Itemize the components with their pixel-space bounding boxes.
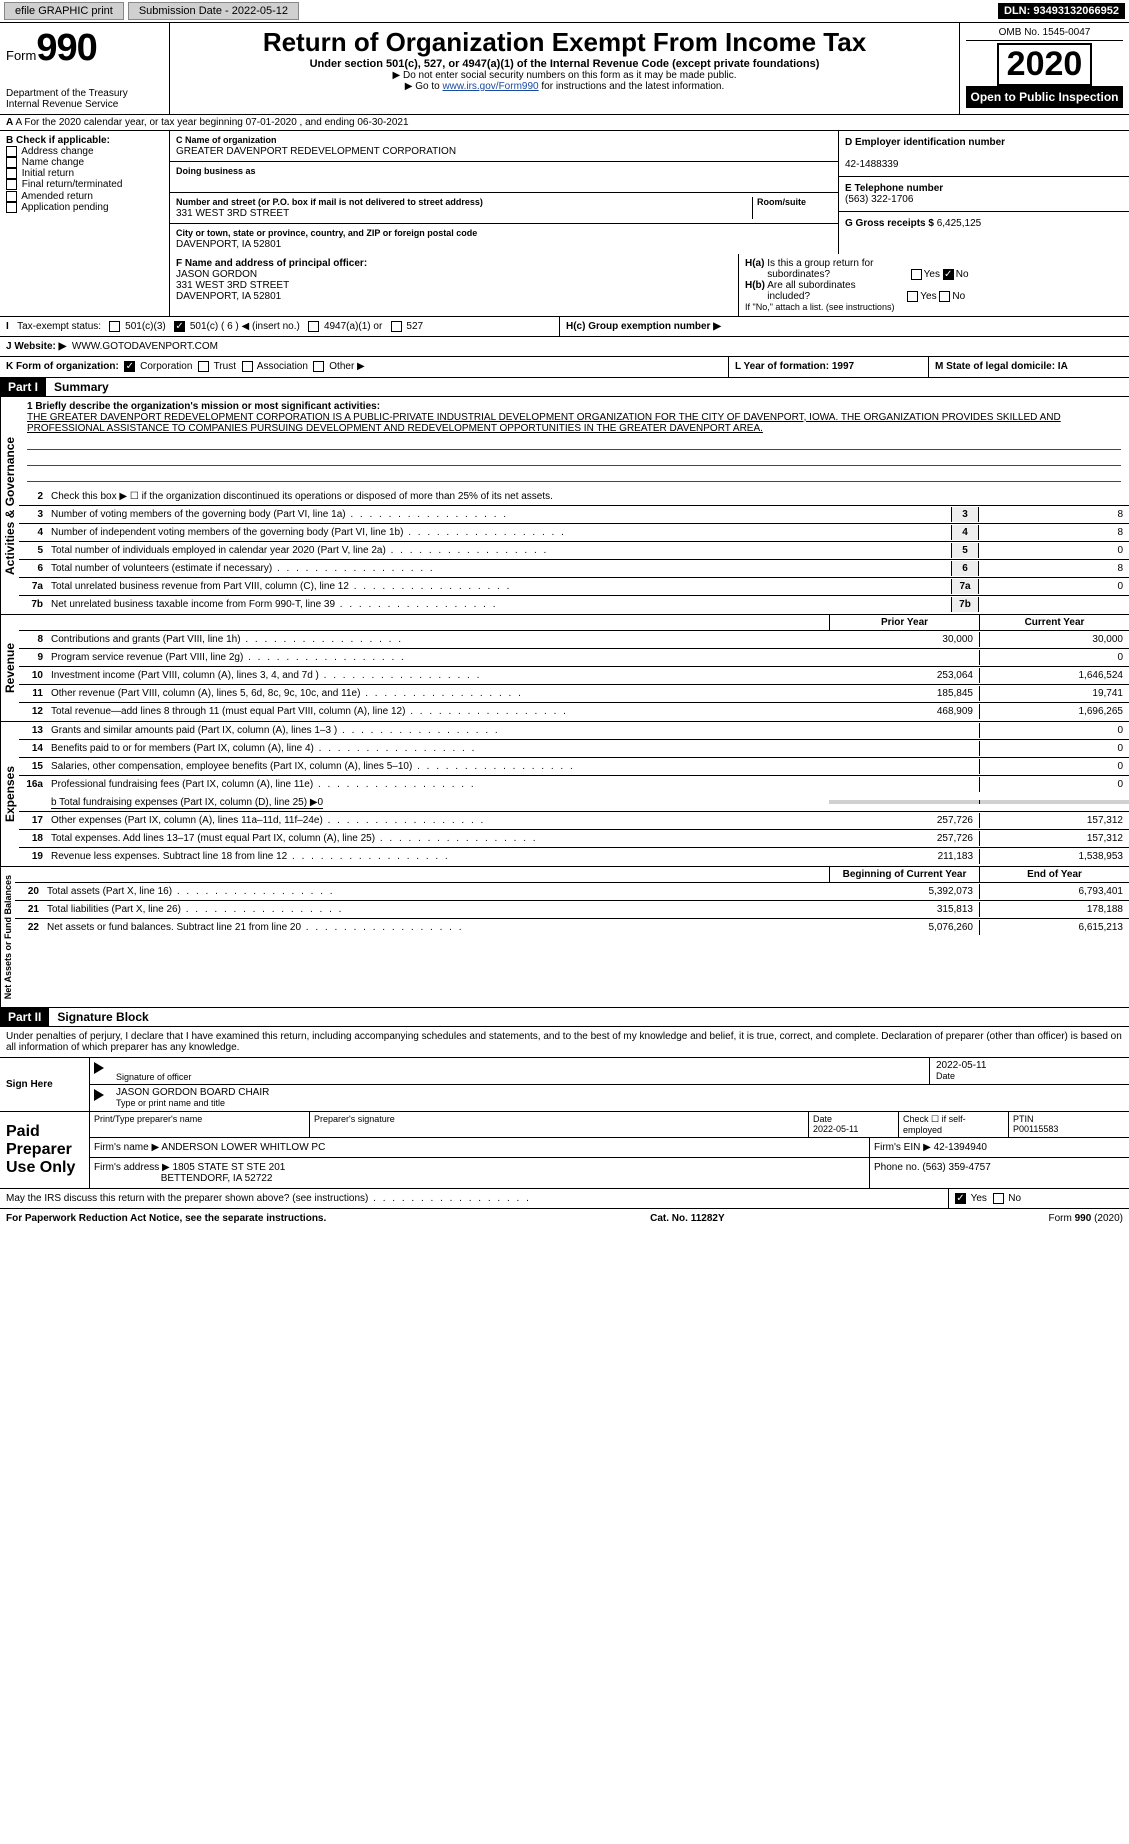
goto-link-line: ▶ Go to www.irs.gov/Form990 for instruct… [176, 81, 953, 92]
dept-label: Department of the Treasury [6, 88, 163, 99]
open-to-public: Open to Public Inspection [966, 86, 1123, 108]
top-toolbar: efile GRAPHIC print Submission Date - 20… [0, 0, 1129, 23]
arrow-icon [94, 1062, 104, 1074]
penalty-statement: Under penalties of perjury, I declare th… [0, 1027, 1129, 1058]
efile-button[interactable]: efile GRAPHIC print [4, 2, 124, 20]
box-c: C Name of organizationGREATER DAVENPORT … [170, 131, 839, 254]
revenue-tab: Revenue [0, 615, 19, 721]
row-i-j: I Tax-exempt status: 501(c)(3) 501(c) ( … [0, 317, 1129, 337]
expenses-section: Expenses 13Grants and similar amounts pa… [0, 722, 1129, 867]
form-header: Form990 Department of the Treasury Inter… [0, 23, 1129, 115]
sign-here-block: Sign Here Signature of officer 2022-05-1… [0, 1058, 1129, 1112]
mission-block: 1 Briefly describe the organization's mi… [19, 397, 1129, 488]
governance-tab: Activities & Governance [0, 397, 19, 614]
dln-label: DLN: 93493132066952 [998, 3, 1125, 19]
paid-preparer-block: Paid Preparer Use Only Print/Type prepar… [0, 1112, 1129, 1189]
net-assets-section: Net Assets or Fund Balances Beginning of… [0, 867, 1129, 1008]
net-assets-tab: Net Assets or Fund Balances [0, 867, 15, 1007]
row-j-website: J Website: ▶ WWW.GOTODAVENPORT.COM [0, 337, 1129, 357]
form-number: Form990 [6, 27, 163, 70]
page-footer: For Paperwork Reduction Act Notice, see … [0, 1209, 1129, 1228]
row-a-tax-year: A A For the 2020 calendar year, or tax y… [0, 115, 1129, 131]
box-b: B Check if applicable: Address change Na… [0, 131, 170, 254]
submission-date-button[interactable]: Submission Date - 2022-05-12 [128, 2, 299, 20]
row-k-l-m: K Form of organization: Corporation Trus… [0, 357, 1129, 377]
omb-number: OMB No. 1545-0047 [966, 27, 1123, 41]
form990-link[interactable]: www.irs.gov/Form990 [442, 81, 538, 92]
arrow-icon [94, 1089, 104, 1101]
box-d-e-g: D Employer identification number42-14883… [839, 131, 1129, 254]
tax-year: 2020 [997, 43, 1093, 86]
part2-header: Part II Signature Block [0, 1008, 1129, 1027]
form-title: Return of Organization Exempt From Incom… [176, 27, 953, 58]
activities-governance: Activities & Governance 1 Briefly descri… [0, 397, 1129, 615]
part1-header: Part I Summary [0, 378, 1129, 397]
section-b-c-d: B Check if applicable: Address change Na… [0, 131, 1129, 254]
irs-label: Internal Revenue Service [6, 99, 163, 110]
revenue-section: Revenue Prior YearCurrent Year 8Contribu… [0, 615, 1129, 722]
row-f-h: F Name and address of principal officer:… [0, 254, 1129, 317]
form-subtitle: Under section 501(c), 527, or 4947(a)(1)… [176, 58, 953, 70]
expenses-tab: Expenses [0, 722, 19, 866]
ssn-note: ▶ Do not enter social security numbers o… [176, 70, 953, 81]
discuss-row: May the IRS discuss this return with the… [0, 1189, 1129, 1209]
